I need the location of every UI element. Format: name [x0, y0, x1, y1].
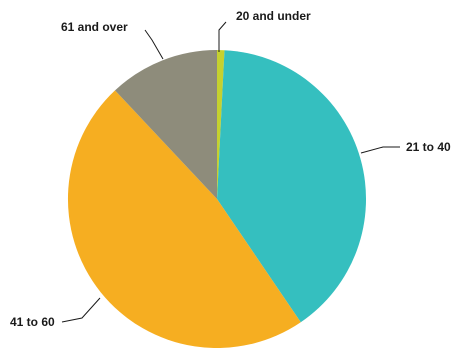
leader-line-21-to-40	[360, 146, 400, 154]
pie-slice-61-and-over	[115, 49, 217, 199]
leader-line-61-and-over	[144, 29, 164, 60]
leader-line-41-to-60	[61, 297, 101, 323]
pie-labels: 20 and under 21 to 40 41 to 60 61 and over	[10, 9, 451, 329]
slice-label-20-and-under: 20 and under	[236, 9, 311, 23]
slice-label-41-to-60: 41 to 60	[10, 315, 55, 329]
leader-line-20-and-under	[218, 21, 227, 52]
pie-slice-41-to-60	[67, 90, 301, 348]
slice-label-61-and-over: 61 and over	[61, 20, 128, 34]
pie-slices	[67, 49, 367, 348]
pie-slice-20-and-under	[217, 50, 225, 199]
pie-slice-21-to-40	[217, 50, 367, 323]
slice-label-21-to-40: 21 to 40	[406, 140, 451, 154]
